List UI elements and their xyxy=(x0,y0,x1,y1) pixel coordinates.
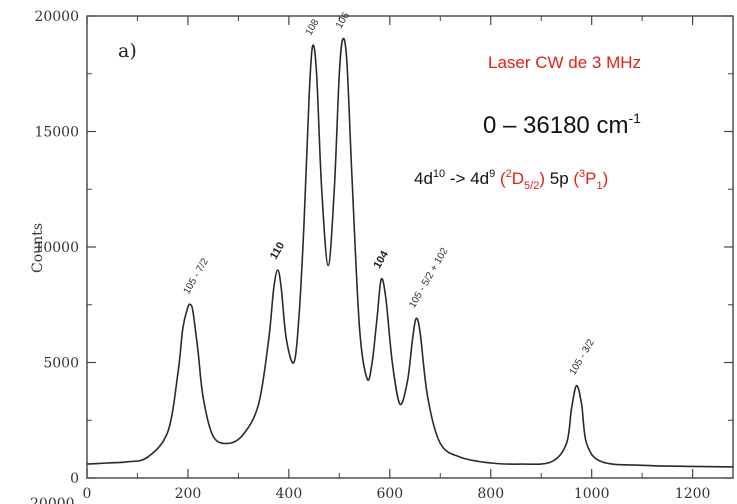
trans-d-main: D xyxy=(512,169,524,188)
trans-p-main: P xyxy=(585,169,596,188)
x-tick-label: 1200 xyxy=(675,486,711,502)
panel-label: a) xyxy=(118,40,137,62)
peak-label: 104 xyxy=(371,248,391,271)
x-tick-label: 600 xyxy=(376,486,403,502)
x-tick-label: 1000 xyxy=(574,486,610,502)
x-tick-label: 400 xyxy=(276,486,303,502)
trans-d-close: ) xyxy=(539,169,545,188)
peak-label: 108 xyxy=(304,17,322,37)
range-superscript: -1 xyxy=(628,110,641,126)
axis-tick-labels: 0 200 400 600 800 1000 1200 0 5000 10000 15000 2000… xyxy=(34,9,710,502)
peak-label: 106 xyxy=(334,10,352,30)
y-tick-label: 15000 xyxy=(34,125,79,141)
trans-d-open: ( xyxy=(495,169,506,188)
peak-label: 105 - 5/2 + 102 xyxy=(407,246,451,310)
x-tick-label: 0 xyxy=(83,486,92,502)
spectrum-series-line xyxy=(86,37,734,468)
transition-annotation: 4d10 -> 4d9 (2D5/2) 5p (3P1) xyxy=(414,168,608,192)
trans-4d-sup: 10 xyxy=(433,168,445,180)
x-tick-label: 200 xyxy=(175,486,202,502)
y-axis-label: Counts xyxy=(30,223,46,273)
trans-4d: 4d xyxy=(414,169,433,188)
trans-p-sub: 1 xyxy=(597,180,603,192)
trans-d-sub: 5/2 xyxy=(524,180,539,192)
trans-4d9-sup: 9 xyxy=(489,168,495,180)
y-tick-label: 10000 xyxy=(34,240,79,256)
trans-d-sup: 2 xyxy=(506,168,512,180)
y-tick-label: 20000 xyxy=(34,9,79,25)
plot-frame xyxy=(86,15,734,479)
peak-label: 105 - 7/2 xyxy=(182,256,211,296)
laser-annotation: Laser CW de 3 MHz xyxy=(488,53,641,72)
trans-p-close: ) xyxy=(603,169,609,188)
axis-ticks xyxy=(86,15,733,479)
y-tick-label: 0 xyxy=(70,471,79,487)
x-tick-label: 800 xyxy=(477,486,504,502)
peak-label: 105 - 3/2 xyxy=(568,337,597,377)
y-tick-label: 5000 xyxy=(43,356,79,372)
trans-p-sup: 3 xyxy=(579,168,585,180)
range-main: 0 – 36180 cm xyxy=(483,112,628,139)
trans-p-open: ( xyxy=(573,169,579,188)
range-annotation: 0 – 36180 cm-1 xyxy=(483,110,641,139)
trans-arrow-4d: -> 4d xyxy=(445,169,489,188)
trans-5p: 5p xyxy=(545,169,573,188)
y-tick-bottom-cut: 20000 xyxy=(30,496,75,504)
peak-label: 110 xyxy=(268,240,287,261)
